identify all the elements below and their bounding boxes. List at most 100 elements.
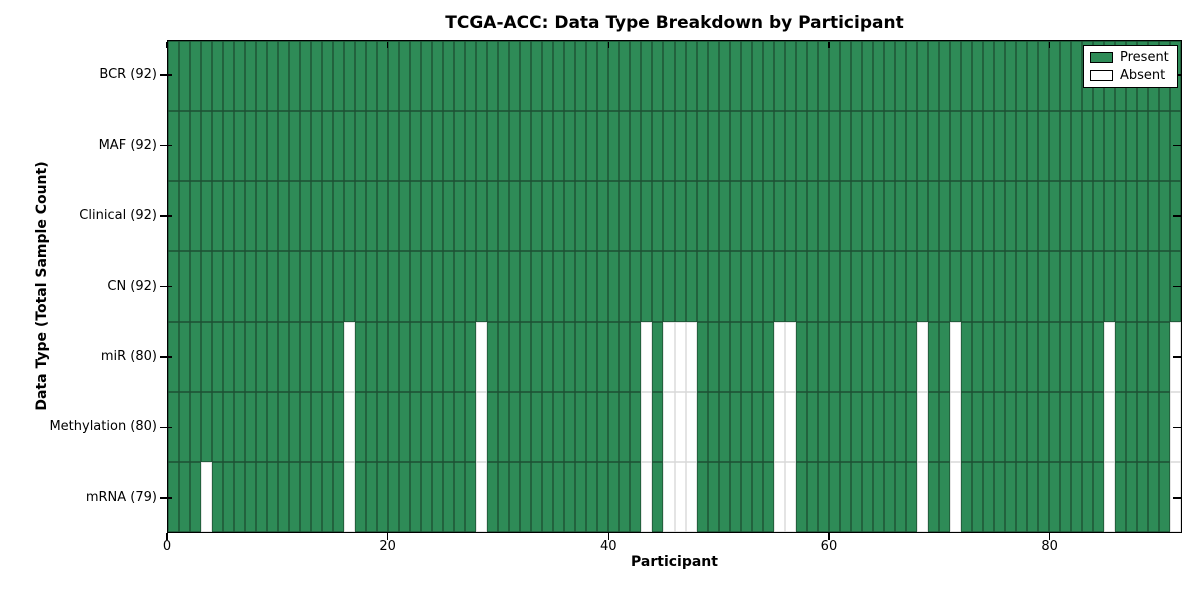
cell-present (872, 321, 884, 392)
cell-present (201, 251, 213, 322)
cell-absent (674, 321, 686, 392)
cell-absent (1169, 461, 1181, 532)
cell-present (333, 111, 345, 182)
cell-present (212, 251, 224, 322)
cell-present (520, 461, 532, 532)
cell-present (1015, 181, 1027, 252)
cell-present (982, 461, 994, 532)
cell-present (432, 461, 444, 532)
cell-present (850, 391, 862, 462)
cell-present (300, 391, 312, 462)
cell-present (740, 41, 752, 112)
cell-present (795, 321, 807, 392)
cell-present (608, 321, 620, 392)
cell-present (575, 181, 587, 252)
cell-present (498, 461, 510, 532)
cell-present (1037, 461, 1049, 532)
cell-present (432, 321, 444, 392)
cell-present (718, 251, 730, 322)
cell-present (267, 181, 279, 252)
cell-present (784, 41, 796, 112)
x-tick-mark-bottom (386, 533, 389, 540)
cell-present (685, 181, 697, 252)
cell-present (388, 461, 400, 532)
cell-present (1125, 391, 1137, 462)
x-tick-label: 0 (162, 539, 172, 554)
cell-absent (773, 461, 785, 532)
cell-present (619, 41, 631, 112)
cell-present (212, 41, 224, 112)
cell-present (344, 41, 356, 112)
cell-present (861, 41, 873, 112)
cell-present (817, 321, 829, 392)
cell-present (168, 461, 179, 532)
cell-present (806, 391, 818, 462)
cell-present (245, 251, 257, 322)
cell-present (1070, 41, 1082, 112)
cell-present (971, 391, 983, 462)
x-tick-label: 60 (820, 539, 838, 554)
cell-present (377, 321, 389, 392)
cell-present (454, 111, 466, 182)
cell-present (586, 41, 598, 112)
cell-present (883, 111, 895, 182)
x-tick-label: 80 (1041, 539, 1058, 554)
cell-present (487, 181, 499, 252)
cell-absent (949, 461, 961, 532)
cell-present (993, 391, 1005, 462)
cell-present (355, 41, 367, 112)
cell-present (399, 461, 411, 532)
cell-present (289, 111, 301, 182)
y-tick-mark-left (160, 356, 172, 358)
cell-absent (641, 321, 653, 392)
cell-present (289, 251, 301, 322)
cell-present (355, 251, 367, 322)
cell-present (806, 321, 818, 392)
cell-absent (663, 391, 675, 462)
cell-present (1114, 321, 1126, 392)
cell-present (289, 181, 301, 252)
cell-present (443, 181, 455, 252)
cell-present (1136, 321, 1148, 392)
cell-present (553, 461, 565, 532)
cell-present (410, 41, 422, 112)
cell-absent (476, 321, 488, 392)
cell-present (993, 181, 1005, 252)
cell-present (168, 111, 179, 182)
cell-present (894, 111, 906, 182)
cell-present (465, 111, 477, 182)
cell-present (289, 461, 301, 532)
cell-present (608, 251, 620, 322)
cell-present (531, 41, 543, 112)
cell-present (773, 111, 785, 182)
cell-present (1158, 251, 1170, 322)
cell-present (256, 111, 268, 182)
y-tick-mark-left (160, 285, 172, 288)
cell-present (531, 111, 543, 182)
cell-present (168, 391, 179, 462)
cell-present (311, 251, 323, 322)
cell-present (905, 41, 917, 112)
cell-present (1081, 461, 1093, 532)
cell-present (410, 181, 422, 252)
cell-present (190, 251, 202, 322)
cell-present (454, 461, 466, 532)
cell-present (421, 391, 433, 462)
cell-present (245, 391, 257, 462)
cell-present (465, 461, 477, 532)
cell-present (344, 181, 356, 252)
cell-present (927, 251, 939, 322)
cell-present (1059, 251, 1071, 322)
cell-absent (916, 391, 928, 462)
cell-present (333, 461, 345, 532)
cell-present (850, 461, 862, 532)
cell-present (652, 181, 664, 252)
cell-present (1147, 111, 1159, 182)
cell-present (762, 181, 774, 252)
cell-present (1158, 461, 1170, 532)
cell-present (245, 461, 257, 532)
cell-present (597, 251, 609, 322)
x-tick-mark-bottom (828, 533, 830, 540)
cell-present (641, 111, 653, 182)
plot-area (167, 40, 1182, 533)
